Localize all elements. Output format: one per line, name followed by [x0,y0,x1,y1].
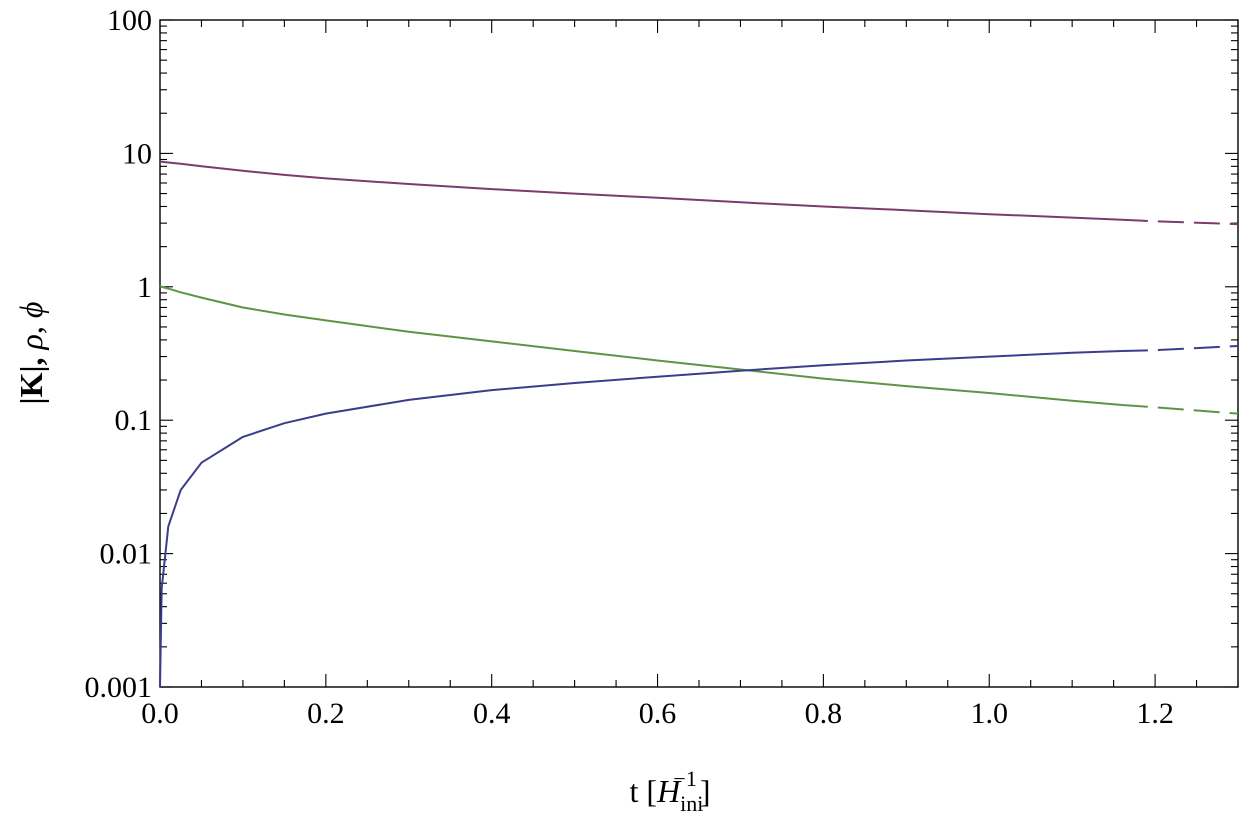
y-axis-title-phi: ϕ [13,302,49,319]
x-tick-label: 0.8 [805,697,843,730]
x-axis-title-sup: −1 [673,766,696,791]
x-axis-title-sub: ini [680,791,703,816]
series-line-2 [159,284,1122,406]
y-axis-title-sep: , [13,318,49,334]
x-axis-title-var: H [656,773,682,809]
x-tick-label: 0.0 [141,697,179,730]
series-line-3 [159,350,1122,688]
series-line-1 [159,160,1122,221]
y-tick-label: 0.1 [115,404,153,437]
x-tick-label: 1.0 [970,697,1008,730]
y-tick-label: 1 [137,271,152,304]
series-line-1-dashed [1121,218,1239,226]
y-tick-label: 100 [107,4,152,37]
series-line-3-dashed [1121,345,1239,352]
y-axis-title-rho: ρ [13,334,49,350]
x-ticks: 0.0 0.2 0.4 0.6 0.8 1.0 1.2 [141,20,1239,730]
y-axis-title-main: |K|, [13,349,49,404]
x-tick-label: 1.2 [1136,697,1174,730]
y-ticks: 0.001 0.01 0.1 1 10 100 [85,4,1238,704]
series-line-2-dashed [1121,404,1239,415]
x-tick-label: 0.6 [639,697,677,730]
x-axis-title-main: t [ [630,773,658,809]
series-lines [159,160,1239,688]
y-tick-label: 10 [122,137,152,170]
x-axis-title-close: ] [700,773,711,809]
x-tick-label: 0.2 [307,697,345,730]
y-axis-title: |K|, ρ, ϕ [13,302,49,405]
y-tick-label: 0.001 [85,671,153,704]
x-axis-title: t [Hini−1] [630,766,711,816]
x-tick-label: 0.4 [473,697,511,730]
y-tick-label: 0.01 [100,538,153,571]
